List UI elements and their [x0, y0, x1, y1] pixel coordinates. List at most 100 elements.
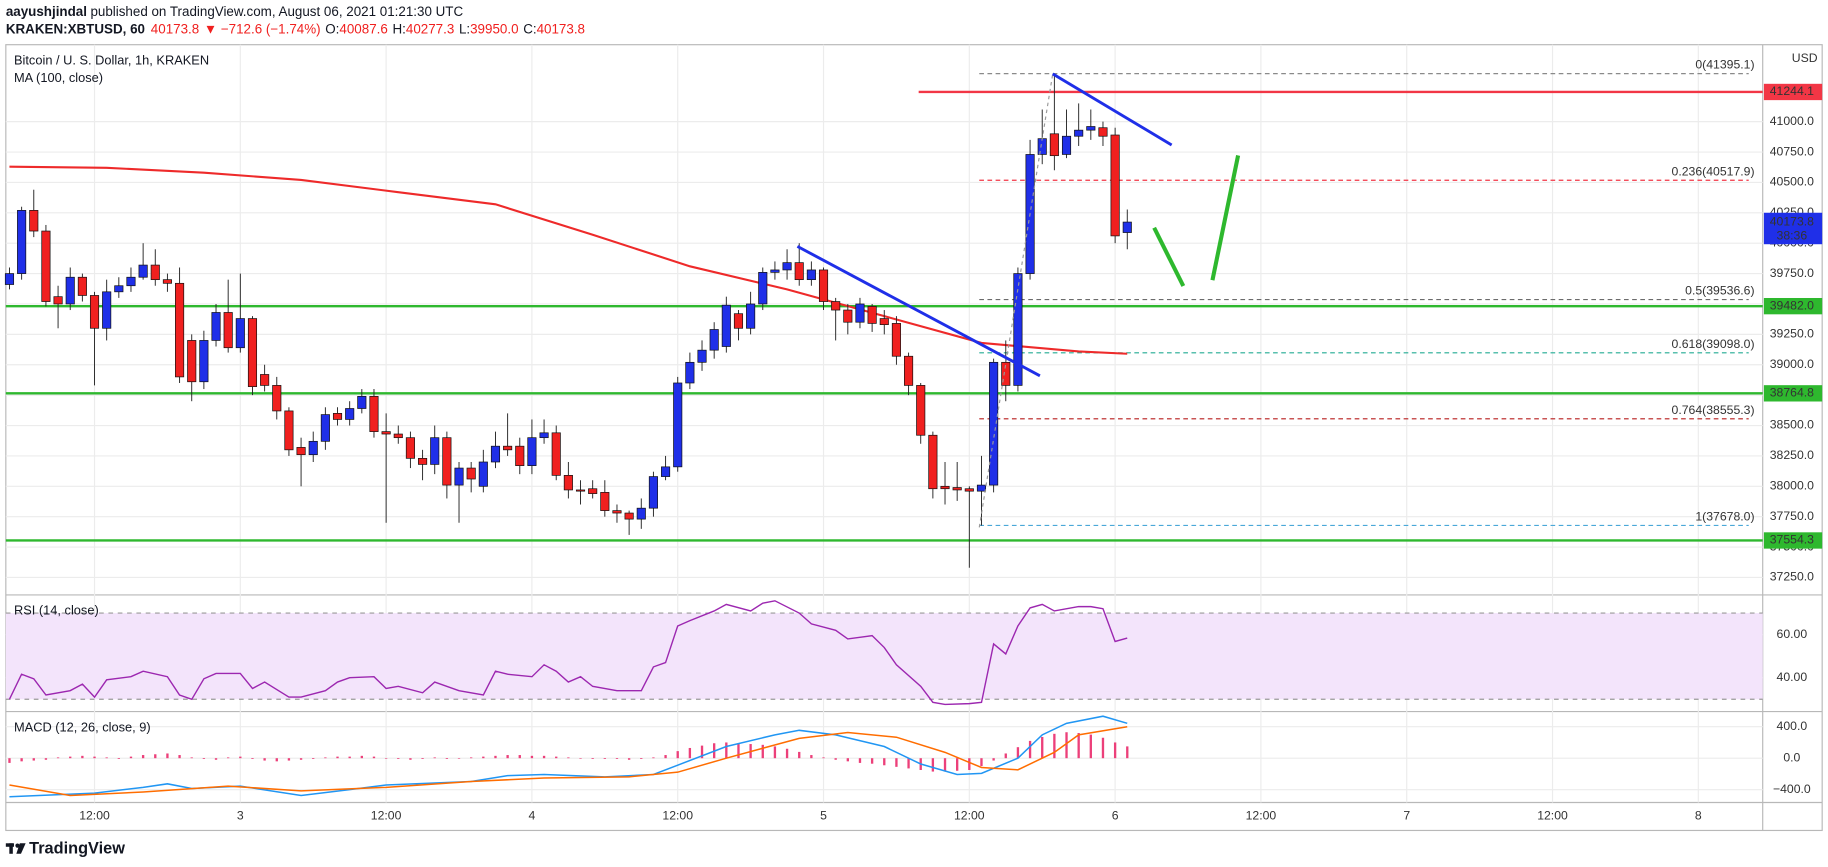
candle-body — [211, 312, 221, 341]
histogram-bar — [166, 753, 169, 759]
histogram-bar — [214, 758, 218, 760]
histogram-bar — [348, 756, 351, 759]
histogram-bar — [530, 755, 534, 759]
ohlc-key: L: — [459, 21, 470, 36]
candle-body — [600, 492, 610, 511]
candle-body — [794, 262, 804, 281]
y-tick-label: 40.00 — [1777, 670, 1808, 684]
candle-body — [102, 291, 112, 329]
fib-label: 0.618(39098.0) — [1672, 337, 1755, 351]
ohlc-value: 39950.0 — [470, 21, 518, 36]
histogram-bar — [567, 757, 570, 759]
histogram-bar — [482, 756, 485, 759]
candle-body — [114, 285, 124, 293]
candle-body — [41, 230, 51, 302]
logo-part — [9, 843, 13, 854]
candle-body — [175, 282, 185, 378]
x-tick-label: 12:00 — [954, 809, 985, 823]
candle-body — [770, 269, 780, 273]
y-tick-label: 38250.0 — [1770, 448, 1814, 462]
histogram-bar — [227, 757, 230, 759]
candle-body — [1049, 133, 1059, 157]
candle-body — [77, 276, 87, 296]
histogram-bar — [664, 755, 667, 759]
x-tick-label: 12:00 — [371, 809, 402, 823]
currency: USD — [1792, 51, 1818, 65]
fib-label: 0.236(40517.9) — [1672, 164, 1755, 178]
histogram-bar — [968, 758, 971, 770]
histogram-bar — [470, 757, 473, 759]
histogram-bar — [846, 758, 849, 762]
candle-body — [332, 413, 343, 420]
histogram-bar — [421, 758, 424, 759]
candle-body — [648, 476, 658, 509]
histogram-bar — [312, 758, 315, 759]
candle-body — [369, 396, 379, 432]
histogram-bar — [542, 755, 546, 759]
pane-title: RSI (14, close) — [14, 603, 99, 618]
candle-body — [53, 296, 63, 305]
rsi-band — [5, 613, 1763, 700]
histogram-bar — [506, 755, 509, 759]
moving-average — [9, 165, 1128, 355]
histogram-bar — [907, 758, 910, 769]
ohlc-key: O: — [325, 21, 339, 36]
candle-body — [782, 262, 792, 271]
candle-body — [563, 475, 573, 491]
histogram-bar — [457, 758, 461, 759]
level-price-tag — [1763, 297, 1823, 315]
candle-body — [199, 340, 209, 383]
histogram-bar — [1101, 737, 1105, 759]
candle-body — [527, 437, 537, 466]
y-tick-label: 38000.0 — [1770, 479, 1814, 493]
histogram-bar — [895, 758, 898, 767]
ohlc-value: 40277.3 — [406, 21, 454, 36]
brand-name: TradingView — [29, 839, 125, 857]
fib-label: 1(37678.0) — [1695, 510, 1754, 524]
candle-body — [940, 485, 950, 490]
candle-body — [867, 306, 877, 324]
candle-body — [855, 303, 865, 323]
candle-body — [624, 512, 634, 520]
candle-body — [29, 210, 39, 232]
histogram-bar — [409, 758, 412, 760]
last-price: 40173.8 — [151, 21, 199, 36]
ohlc-key: H: — [392, 21, 405, 36]
candle-body — [296, 447, 306, 456]
level-price-tag — [1763, 385, 1823, 402]
candle-body — [904, 355, 914, 386]
last-price-tag — [1763, 212, 1823, 245]
candle-body — [575, 489, 586, 492]
y-tick-label: 39250.0 — [1770, 327, 1814, 341]
histogram-bar — [32, 758, 35, 761]
histogram-bar — [518, 755, 521, 759]
candle-body — [879, 318, 889, 325]
candle-body — [260, 374, 270, 386]
candle-body — [636, 507, 646, 520]
histogram-bar — [627, 758, 631, 760]
histogram-bar — [178, 755, 181, 759]
candle-body — [1001, 361, 1011, 386]
candle-body — [928, 434, 938, 490]
candle-body — [65, 276, 75, 305]
histogram-bar — [773, 746, 777, 759]
histogram-bar — [870, 758, 874, 764]
histogram-bar — [834, 758, 837, 760]
histogram-bar — [640, 758, 643, 759]
histogram-bar — [20, 758, 23, 762]
change: ▼ −712.6 (−1.74%) — [204, 21, 321, 36]
candle-body — [223, 312, 233, 349]
candle-body — [612, 510, 622, 514]
candle-body — [430, 437, 440, 465]
histogram-bar — [129, 756, 133, 759]
histogram-bar — [93, 756, 96, 759]
candle-body — [405, 437, 415, 459]
candle-body — [357, 396, 367, 409]
macd-line — [9, 725, 1128, 797]
y-tick-label: 37750.0 — [1770, 509, 1814, 523]
fib-label: 0(41395.1) — [1695, 58, 1754, 72]
histogram-bar — [117, 758, 120, 759]
histogram-bar — [239, 756, 242, 759]
histogram-bar — [1126, 746, 1129, 759]
